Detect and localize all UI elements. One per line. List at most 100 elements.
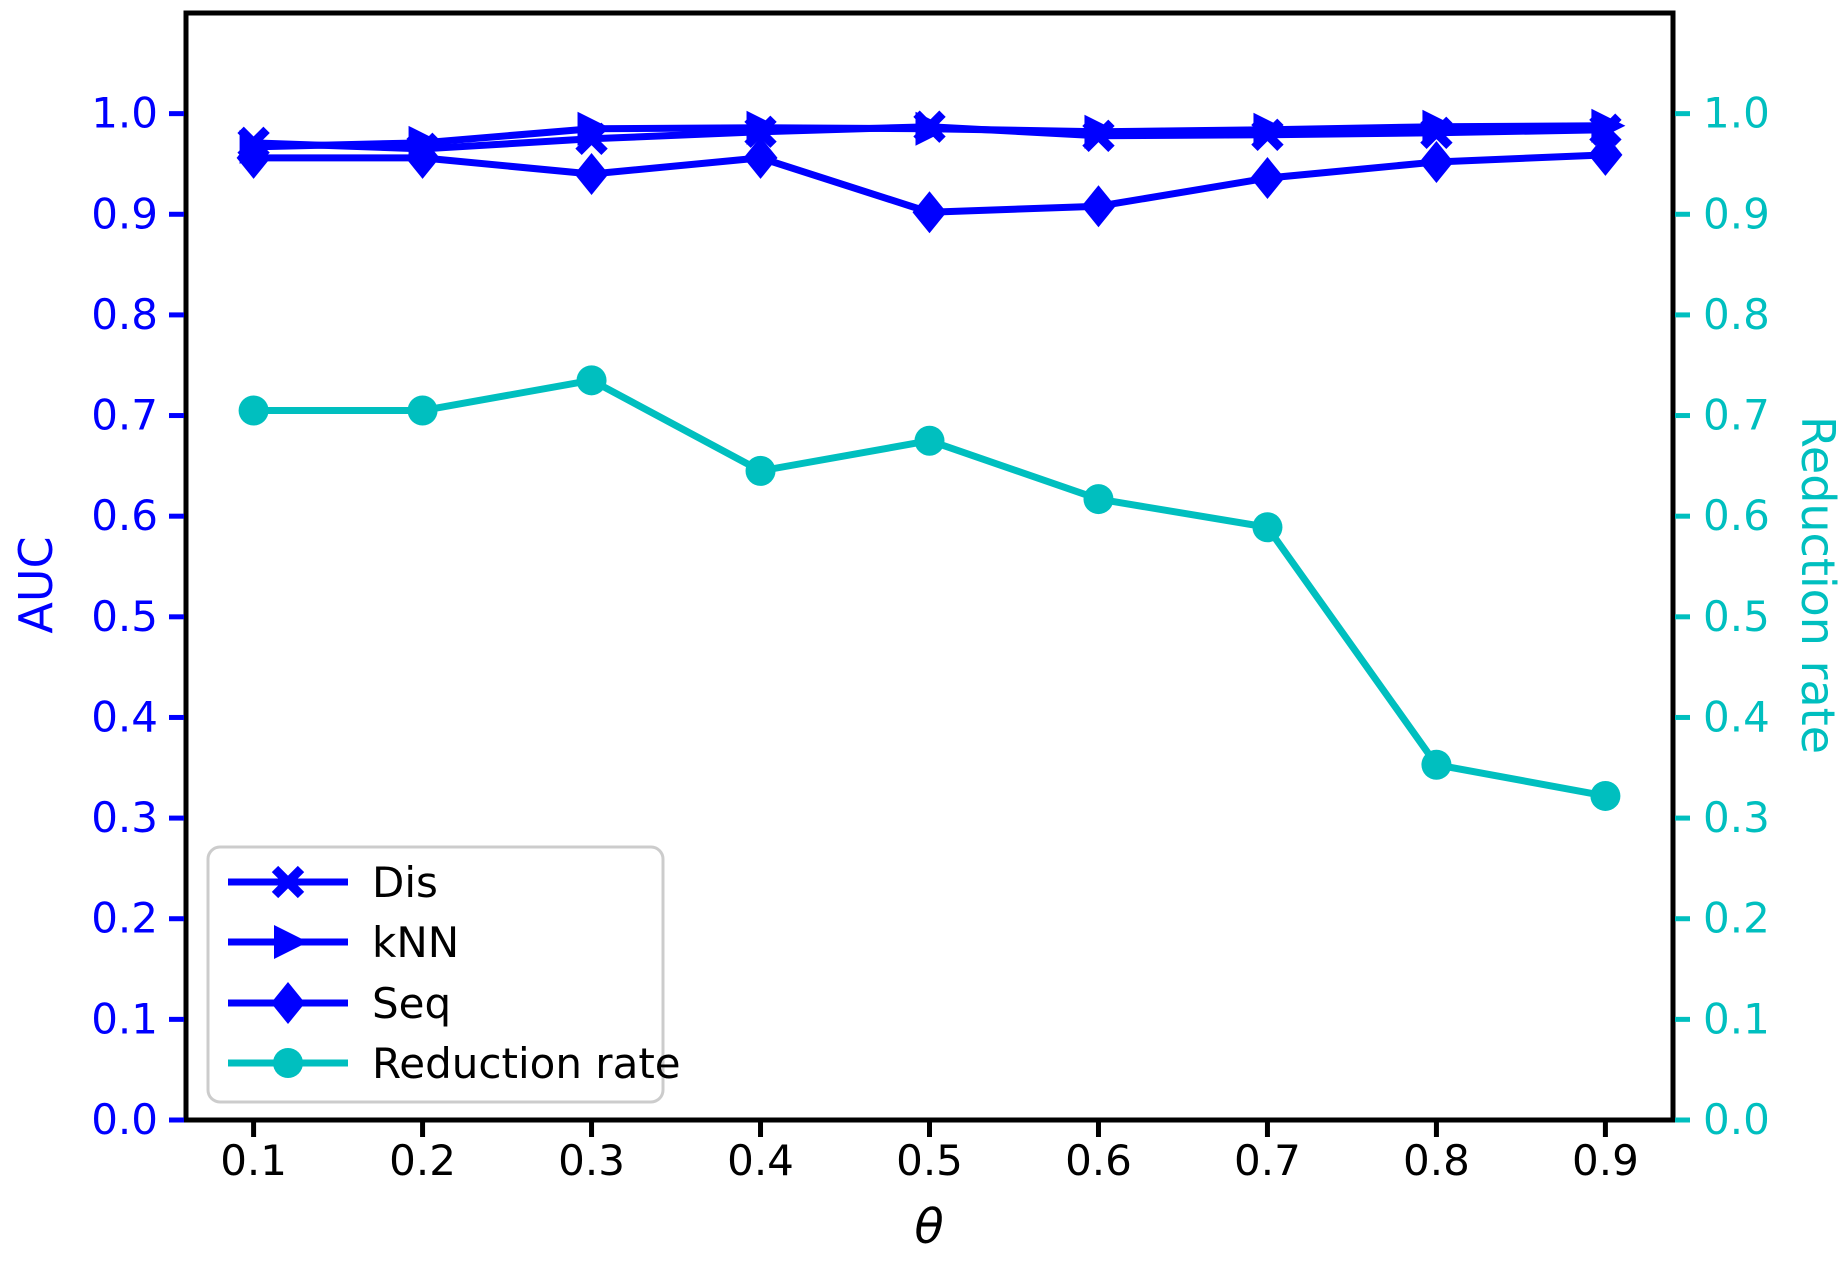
right-tick-label: 0.3 [1703,793,1770,842]
left-tick-label: 0.7 [91,391,158,440]
right-tick-label: 1.0 [1703,89,1770,138]
data-point [912,191,947,234]
data-point [236,136,271,179]
circle-marker-icon [1421,749,1452,780]
legend-item-reduction-rate: Reduction rate [228,1039,681,1088]
legend-box [206,845,665,1104]
left-tick-label: 0.5 [91,592,158,641]
data-point [574,153,609,196]
legend: Dis kNN Seq Reduction rate [206,845,681,1104]
left-tick-label: 0.1 [91,994,158,1043]
right-tick-label: 0.1 [1703,994,1770,1043]
data-point [407,395,438,426]
data-point [914,425,945,456]
data-point [1419,140,1454,183]
diamond-marker-icon [743,136,778,179]
left-tick-label: 0.9 [91,189,158,238]
circle-marker-icon [1083,484,1114,515]
series-seq [236,133,1623,234]
triangle-right-marker-icon [1084,114,1119,149]
data-point [1252,512,1283,543]
right-tick-label: 0.4 [1703,692,1770,741]
x-marker-icon [271,865,305,899]
triangle-right-marker-icon [1422,109,1457,144]
right-tick-label: 0.9 [1703,189,1770,238]
left-tick-label: 0.4 [91,692,158,741]
diamond-marker-icon [1419,140,1454,183]
data-point [743,136,778,179]
left-tick-label: 1.0 [91,89,158,138]
x-tick-label: 0.9 [1572,1136,1639,1185]
series-reduction-rate [238,365,1621,811]
data-point [238,395,269,426]
circle-marker-icon [1252,512,1283,543]
left-tick-label: 0.2 [91,894,158,943]
data-point [1588,133,1623,176]
x-tick-label: 0.5 [896,1136,963,1185]
left-tick-label: 0.6 [91,491,158,540]
triangle-right-marker-icon [1591,108,1626,143]
legend-item-knn: kNN [228,918,459,967]
x-tick-label: 0.8 [1403,1136,1470,1185]
circle-marker-icon [407,395,438,426]
circle-marker-icon [576,365,607,396]
circle-marker-icon [238,395,269,426]
triangle-right-marker-icon [1253,112,1288,147]
triangle-right-marker-icon [915,111,950,146]
data-point [576,365,607,396]
data-point [915,111,950,146]
knn-triangle-marker-icon [228,925,348,959]
diamond-marker-icon [574,153,609,196]
data-point [1422,109,1457,144]
seq-diamond-marker-icon [228,982,348,1024]
x-tick-label: 0.7 [1234,1136,1301,1185]
right-tick-label: 0.0 [1703,1095,1770,1144]
data-point [405,136,440,179]
triangle-right-marker-icon [274,925,308,959]
diamond-marker-icon [1081,185,1116,228]
legend-item-seq: Seq [228,979,451,1028]
data-point [1421,749,1452,780]
right-tick-label: 0.5 [1703,592,1770,641]
triangle-right-marker-icon [577,111,612,146]
triangle-right-marker-icon [746,110,781,145]
right-tick-label: 0.6 [1703,491,1770,540]
x-tick-label: 0.2 [389,1136,456,1185]
data-point [1250,157,1285,200]
plot-border [183,10,1676,1123]
x-tick-label: 0.3 [558,1136,625,1185]
data-point [1253,112,1288,147]
x-tick-label: 0.1 [220,1136,287,1185]
data-point [1084,114,1119,149]
data-point [577,111,612,146]
data-point [1081,185,1116,228]
y-axis-label-right: Reduction rate [1791,416,1840,754]
diamond-marker-icon [912,191,947,234]
data-point [1591,108,1626,143]
left-tick-label: 0.0 [91,1095,158,1144]
data-point [746,110,781,145]
diamond-marker-icon [236,136,271,179]
diamond-marker-icon [1588,133,1623,176]
circle-marker-icon [914,425,945,456]
data-point [1083,484,1114,515]
legend-label-seq: Seq [372,979,451,1028]
left-tick-label: 0.3 [91,793,158,842]
dis-x-marker-icon [228,865,348,899]
right-tick-label: 0.2 [1703,894,1770,943]
x-tick-label: 0.4 [727,1136,794,1185]
diamond-marker-icon [271,982,305,1024]
x-tick-label: 0.6 [1065,1136,1132,1185]
reduction-rate-circle-marker-icon [228,1048,348,1078]
legend-item-dis: Dis [228,858,438,907]
data-point [745,455,776,486]
right-tick-label: 0.7 [1703,391,1770,440]
circle-marker-icon [273,1048,303,1078]
left-tick-label: 0.8 [91,290,158,339]
legend-label-knn: kNN [372,918,459,967]
right-tick-label: 0.8 [1703,290,1770,339]
diamond-marker-icon [405,136,440,179]
x-axis-label: θ [914,1199,943,1255]
